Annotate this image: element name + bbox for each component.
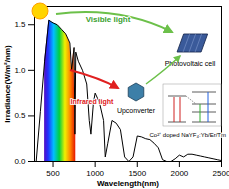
svg-text:2000: 2000 — [170, 169, 188, 178]
svg-text:2500: 2500 — [213, 169, 229, 178]
svg-text:0.5: 0.5 — [14, 111, 26, 120]
svg-text:1.0: 1.0 — [14, 66, 26, 75]
svg-text:Photovoltaic cell: Photovoltaic cell — [165, 60, 216, 67]
svg-text:500: 500 — [46, 169, 60, 178]
svg-text:Irradiance(W/m²/nm): Irradiance(W/m²/nm) — [3, 45, 12, 123]
svg-text:Co²⁺ doped NaYF₄:Yb/Er/Tm: Co²⁺ doped NaYF₄:Yb/Er/Tm — [150, 132, 226, 138]
svg-text:1000: 1000 — [86, 169, 104, 178]
svg-text:Wavelength(nm): Wavelength(nm) — [97, 179, 159, 188]
svg-text:1.5: 1.5 — [14, 20, 26, 29]
svg-text:0.0: 0.0 — [14, 157, 26, 166]
svg-text:Visible light: Visible light — [86, 15, 131, 24]
svg-text:1500: 1500 — [128, 169, 146, 178]
svg-text:Upconverter: Upconverter — [117, 107, 156, 115]
svg-text:Infrared light: Infrared light — [71, 98, 114, 106]
